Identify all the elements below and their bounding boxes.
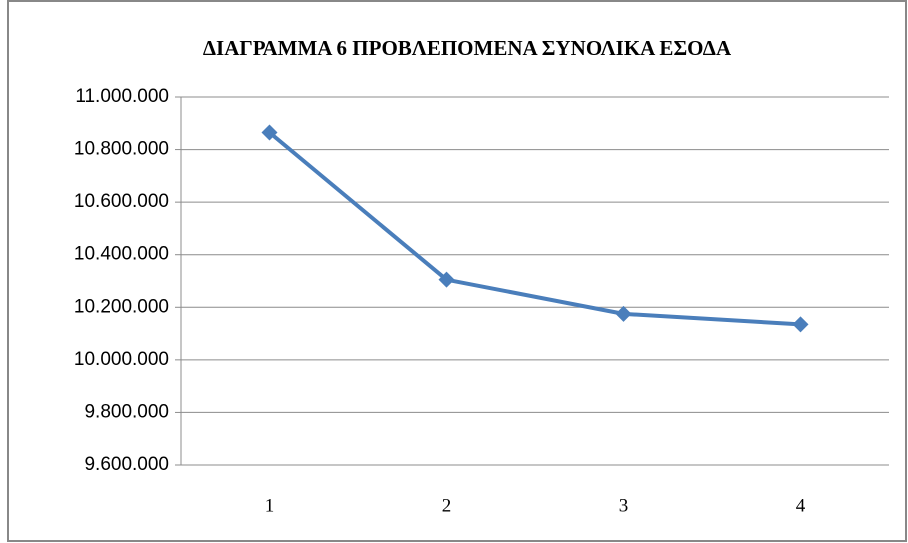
chart-title: ΔΙΑΓΡΑΜΜΑ 6 ΠΡΟΒΛΕΠΟΜΕΝΑ ΣΥΝΟΛΙΚΑ ΕΣΟΔΑ: [203, 36, 732, 60]
series-line: [268, 130, 801, 327]
y-tick-label: 10.200.000: [74, 296, 169, 317]
x-tick-label: 2: [442, 495, 452, 516]
y-tick-label: 9.800.000: [84, 401, 169, 422]
x-tick-label: 4: [796, 495, 806, 516]
data-point: [615, 305, 632, 322]
y-tick-label: 10.400.000: [74, 244, 169, 265]
y-tick-label: 9.600.000: [84, 454, 169, 475]
y-tick-label: 11.000.000: [75, 86, 169, 107]
y-tick-label: 10.600.000: [74, 191, 169, 212]
x-tick-label: 3: [619, 495, 629, 516]
y-tick-label: 10.800.000: [74, 139, 169, 160]
data-point: [261, 124, 278, 141]
data-point: [438, 271, 455, 288]
data-point: [792, 316, 809, 333]
y-tick-label: 10.000.000: [74, 349, 169, 370]
chart-frame: [7, 0, 907, 542]
x-tick-label: 1: [265, 495, 275, 516]
